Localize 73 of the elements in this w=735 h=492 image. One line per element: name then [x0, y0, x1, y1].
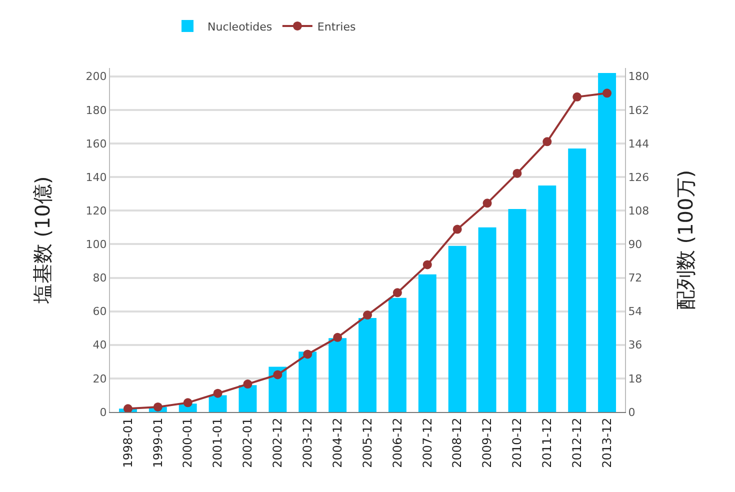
point — [243, 380, 252, 389]
point — [213, 388, 222, 398]
x-tick-label: 1999-01 — [150, 418, 165, 468]
point — [452, 224, 462, 234]
x-tick-label: 2002-12 — [270, 418, 285, 468]
point — [572, 92, 582, 102]
y2-tick-label: 54 — [628, 305, 642, 318]
bar — [328, 338, 347, 412]
point — [363, 310, 372, 320]
y2-tick-label: 144 — [628, 137, 650, 150]
bar — [358, 318, 376, 412]
y2-axis-title: 配列数 (100万) — [674, 170, 698, 310]
y2-tick-label: 72 — [628, 272, 642, 285]
y-tick-label: 120 — [86, 204, 107, 218]
x-tick-label: 2008-12 — [450, 418, 464, 468]
bar — [238, 385, 257, 412]
bar — [208, 395, 227, 412]
point — [422, 260, 432, 270]
x-tick-label: 2003-12 — [300, 418, 315, 468]
point — [482, 198, 492, 208]
y-tick-label: 40 — [92, 338, 107, 352]
y2-tick-label: 126 — [628, 170, 650, 184]
y-tick-label: 60 — [92, 305, 107, 318]
y-axis-title: 塩基数 (10億) — [30, 176, 54, 305]
y2-tick-label: 90 — [628, 238, 642, 252]
bar — [508, 208, 526, 412]
y-tick-label: 0 — [100, 406, 107, 419]
y-tick-label: 180 — [86, 104, 107, 117]
point — [602, 88, 612, 98]
y-tick-label: 100 — [86, 238, 107, 252]
x-tick-label: 2012-12 — [570, 418, 584, 468]
x-tick-label: 2005-12 — [360, 418, 374, 468]
point — [392, 288, 402, 298]
bar — [418, 274, 436, 412]
x-tick-label: 2000-01 — [180, 418, 195, 468]
y-tick-label: 80 — [92, 272, 107, 285]
x-tick-label: 2002-01 — [240, 418, 255, 468]
point — [183, 398, 192, 408]
bar — [388, 298, 406, 412]
x-tick-label: 2011-12 — [540, 418, 554, 468]
x-tick-label: 1998-01 — [120, 418, 135, 468]
legend-label: Nucleotides — [208, 20, 272, 34]
bar — [598, 73, 616, 412]
point — [153, 402, 162, 412]
bar — [448, 246, 466, 412]
bar — [298, 352, 317, 412]
y2-tick-label: 108 — [628, 204, 650, 218]
y2-tick-label: 0 — [628, 406, 636, 419]
point — [542, 137, 552, 146]
y2-tick-label: 180 — [628, 70, 650, 84]
x-tick-label: 2006-12 — [390, 418, 404, 468]
point — [273, 370, 282, 380]
x-tick-label: 2010-12 — [510, 418, 524, 468]
bar — [478, 227, 496, 412]
bar — [538, 185, 556, 412]
bar — [568, 148, 586, 412]
x-tick-label: 2007-12 — [420, 418, 434, 468]
point — [512, 168, 522, 178]
x-tick-label: 2004-12 — [330, 418, 344, 468]
x-tick-label: 2009-12 — [480, 418, 494, 468]
x-tick-label: 2013-12 — [600, 418, 614, 468]
y2-tick-label: 162 — [628, 104, 650, 117]
point — [333, 332, 342, 342]
y-tick-label: 20 — [92, 372, 107, 386]
point — [303, 350, 312, 359]
y2-tick-label: 18 — [628, 372, 642, 386]
y2-tick-label: 36 — [628, 338, 642, 352]
y-tick-label: 200 — [86, 70, 107, 84]
legend-label: Entries — [317, 20, 356, 34]
y-tick-label: 160 — [86, 137, 107, 150]
point — [123, 404, 132, 412]
x-tick-label: 2001-01 — [210, 418, 225, 468]
y-tick-label: 140 — [86, 170, 107, 184]
